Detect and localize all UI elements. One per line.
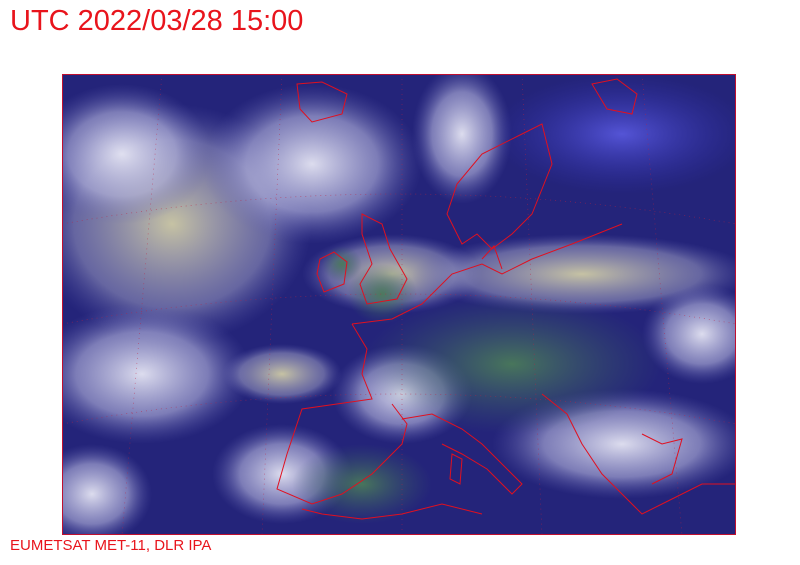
image-frame (62, 74, 736, 535)
source-credit: EUMETSAT MET-11, DLR IPA (10, 537, 212, 554)
graticule (62, 74, 736, 535)
timestamp-title: UTC 2022/03/28 15:00 (10, 5, 304, 37)
coastlines (276, 78, 736, 520)
satellite-image (62, 74, 736, 535)
land-layer (292, 246, 662, 524)
